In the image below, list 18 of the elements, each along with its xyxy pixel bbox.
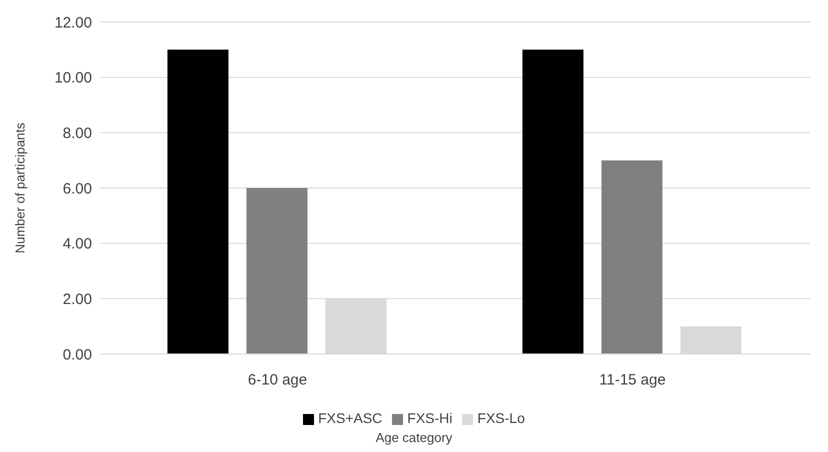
legend-label: FXS-Hi bbox=[407, 410, 452, 426]
bar bbox=[167, 50, 228, 354]
x-axis-title: Age category bbox=[374, 430, 454, 445]
legend-label: FXS+ASC bbox=[318, 410, 382, 426]
y-tick-label: 12.00 bbox=[54, 14, 92, 32]
y-tick-label: 8.00 bbox=[62, 124, 92, 142]
bar bbox=[601, 160, 662, 354]
bar bbox=[522, 50, 584, 354]
y-tick-label: 2.00 bbox=[62, 290, 92, 308]
x-tick-label: 11-15 age bbox=[599, 372, 666, 389]
bar bbox=[246, 188, 308, 354]
legend-label: FXS-Lo bbox=[477, 410, 525, 426]
y-tick-label: 4.00 bbox=[62, 236, 92, 253]
y-tick-label: 10.00 bbox=[54, 70, 92, 87]
y-tick-label: 6.00 bbox=[62, 180, 92, 198]
y-axis-title: Number of participants bbox=[12, 122, 28, 254]
y-tick-label: 0.00 bbox=[62, 346, 92, 364]
x-tick-label: 6-10 age bbox=[248, 372, 308, 389]
